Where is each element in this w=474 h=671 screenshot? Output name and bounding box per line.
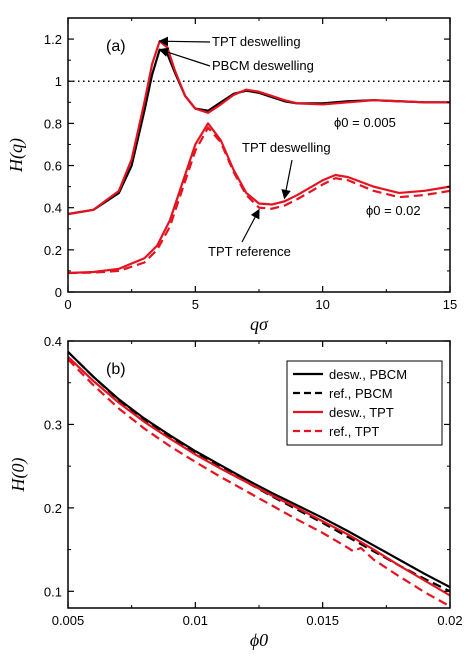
x-tick-label: 0.015: [306, 613, 339, 628]
x-tick-label: 5: [192, 297, 199, 312]
y-tick-label: 1: [55, 74, 62, 89]
annotation-label: TPT deswelling: [242, 140, 331, 155]
annotation-arrow: [158, 47, 211, 67]
x-axis-label: ϕ0: [250, 630, 268, 650]
y-tick-label: 0.2: [44, 501, 62, 516]
series-group: [68, 351, 450, 608]
y-tick-label: 0.3: [44, 417, 62, 432]
legend-label: desw., TPT: [329, 405, 394, 420]
y-tick-label: 0.6: [44, 159, 62, 174]
annotation-label: PBCM deswelling: [212, 58, 314, 73]
y-axis-label: H(0): [8, 458, 29, 493]
annotation-label: TPT deswelling: [212, 34, 301, 49]
x-tick-label: 0.02: [437, 613, 462, 628]
annotation-arrow: [241, 208, 260, 243]
x-tick-label: 15: [443, 297, 457, 312]
legend-label: ref., TPT: [329, 424, 379, 439]
y-tick-label: 0: [55, 285, 62, 300]
legend-label: desw., PBCM: [329, 367, 407, 382]
annotation-arrow: [158, 36, 211, 47]
y-tick-label: 0.4: [44, 334, 62, 349]
y-tick-label: 0.4: [44, 201, 62, 216]
y-tick-label: 0.1: [44, 584, 62, 599]
x-axis-label: qσ: [250, 314, 269, 334]
y-axis-label: H(q): [6, 138, 27, 173]
annotation-arrow: [281, 159, 293, 200]
series-line-2: [68, 40, 450, 216]
y-tick-label: 1.2: [44, 32, 62, 47]
panel-label: (b): [106, 361, 126, 378]
panel-label: (a): [106, 38, 126, 55]
x-tick-label: 10: [315, 297, 329, 312]
x-tick-label: 0: [64, 297, 71, 312]
state-label: ϕ0 = 0.02: [366, 203, 421, 218]
series-line-3: [68, 356, 450, 597]
x-tick-label: 0.01: [183, 613, 208, 628]
annotation-label: TPT reference: [208, 244, 291, 259]
series-line-3: [68, 122, 450, 275]
series-line-4: [68, 126, 450, 275]
x-tick-label: 0.005: [52, 613, 85, 628]
series-line-4: [68, 358, 450, 608]
y-tick-label: 0.8: [44, 116, 62, 131]
state-label: ϕ0 = 0.005: [334, 115, 396, 130]
legend-label: ref., PBCM: [329, 386, 393, 401]
series-group: [68, 40, 450, 275]
y-tick-label: 0.2: [44, 243, 62, 258]
